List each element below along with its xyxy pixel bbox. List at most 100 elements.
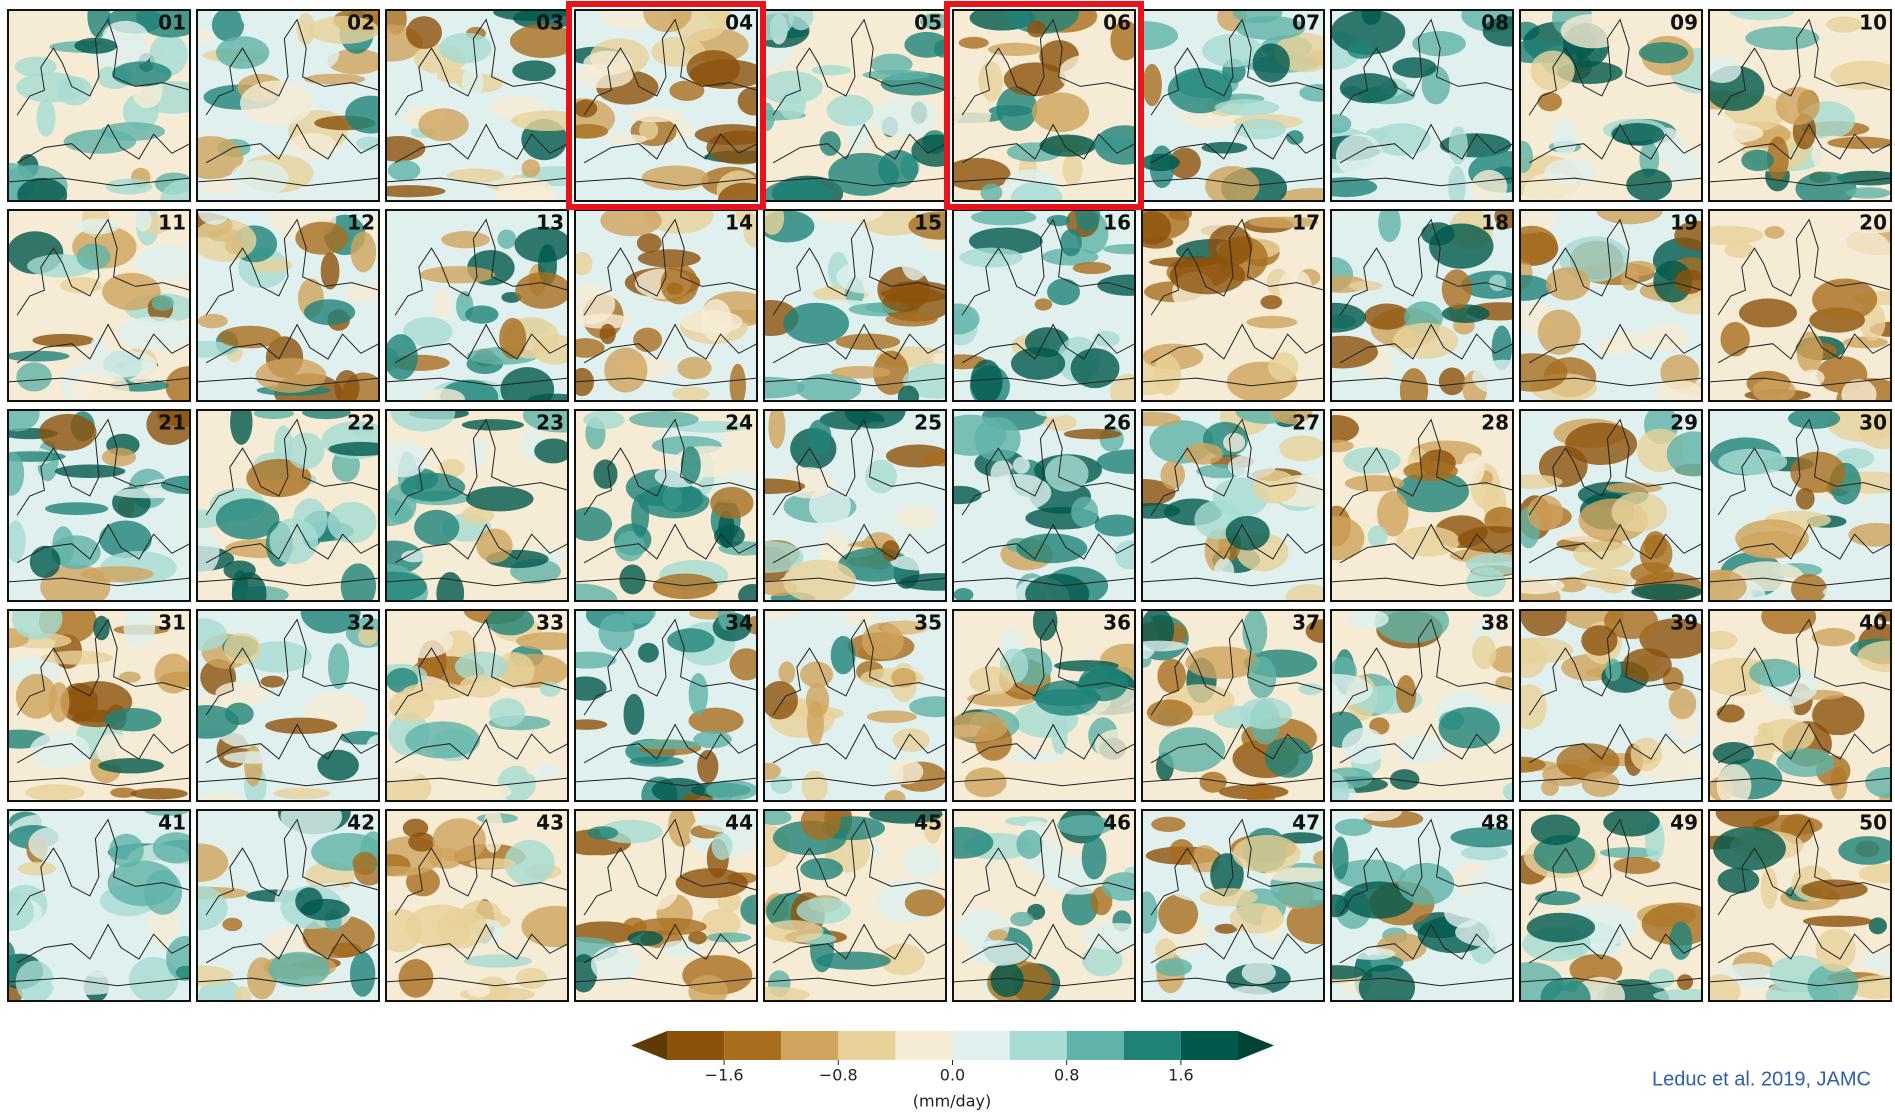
precip-patch (1828, 229, 1891, 273)
precip-patch (1234, 119, 1286, 140)
map-panel: 12 (164, 197, 396, 419)
map-panel: 19 (1491, 196, 1723, 407)
colorbar-label: (mm/day) (913, 1092, 991, 1111)
precip-patch (327, 502, 376, 544)
precip-patch (462, 419, 524, 430)
precip-patch (1047, 279, 1080, 306)
citation: Leduc et al. 2019, JAMC (1652, 1068, 1871, 1090)
precip-patch (1321, 440, 1354, 452)
precip-patch (574, 100, 597, 118)
map-panel: 49 (1497, 808, 1724, 1021)
map-panel: 23 (363, 393, 599, 615)
precip-patch (483, 809, 504, 853)
precip-patch (1838, 836, 1895, 865)
precip-patch (1535, 891, 1580, 905)
precip-patch (1332, 837, 1348, 880)
precip-patch (1812, 628, 1856, 646)
map-panel: 50 (1690, 797, 1895, 1013)
precip-patch (225, 703, 254, 725)
precip-patch (274, 788, 331, 799)
precip-patch (302, 406, 351, 419)
precip-patch (1791, 574, 1827, 604)
colorbar-tick-label: 1.6 (1168, 1066, 1193, 1085)
precip-patch (1799, 264, 1820, 289)
precip-patch (1623, 648, 1672, 682)
panel-label: 23 (536, 411, 564, 435)
precip-patch (779, 661, 795, 684)
map-panel: 13 (376, 210, 581, 414)
precip-patch (989, 105, 1032, 116)
precip-patch (712, 833, 733, 860)
precip-patch (352, 852, 377, 875)
precip-patch (1336, 134, 1384, 177)
precip-patch (1035, 298, 1053, 310)
precip-patch (350, 952, 375, 997)
map-panel: 44 (543, 805, 771, 1008)
precip-patch (757, 810, 792, 825)
precip-patch (522, 731, 542, 775)
colorbar-segment (838, 1031, 895, 1060)
panel-label: 09 (1670, 11, 1698, 35)
precip-patch (1530, 51, 1574, 91)
map-panel: 38 (1300, 599, 1542, 822)
precip-patch (1631, 584, 1702, 601)
panel-label: 33 (536, 611, 564, 635)
precip-patch (1713, 742, 1755, 765)
map-panel: 33 (366, 596, 584, 808)
precip-patch (1160, 460, 1185, 489)
precip-patch (522, 159, 541, 177)
precip-patch (1149, 257, 1218, 267)
precip-patch (1242, 961, 1276, 984)
panel-label: 36 (1103, 611, 1131, 635)
precip-patch (637, 233, 662, 253)
precip-patch (974, 417, 1021, 461)
precip-patch (667, 628, 714, 652)
precip-patch (1115, 540, 1145, 569)
precip-patch (399, 959, 434, 998)
precip-patch (1060, 229, 1082, 256)
precip-patch (631, 494, 649, 537)
colorbar-segment (895, 1031, 952, 1060)
precip-patch (959, 37, 989, 49)
precip-patch (372, 185, 445, 197)
precip-patch (289, 133, 337, 159)
precip-patch (1004, 62, 1066, 96)
precip-patch (215, 681, 270, 705)
colorbar-extend-low (631, 1031, 667, 1060)
precip-patch (1541, 978, 1591, 1019)
precip-patch (1279, 435, 1326, 461)
precip-patch (1582, 772, 1620, 797)
precip-patch (1546, 267, 1590, 300)
precip-patch (1472, 636, 1496, 670)
precip-patch (971, 209, 1036, 225)
panel-label: 26 (1103, 411, 1131, 435)
precip-patch (797, 897, 851, 924)
precip-patch (1776, 87, 1820, 125)
precip-patch (130, 788, 188, 799)
precip-patch (497, 229, 516, 248)
panel-label: 45 (914, 811, 942, 835)
precip-patch (123, 608, 155, 647)
precip-patch (885, 312, 937, 326)
precip-patch (587, 826, 618, 839)
precip-patch (1846, 187, 1891, 198)
precip-patch (808, 420, 832, 454)
precip-patch (566, 124, 608, 139)
map-panel: 11 (5, 202, 210, 413)
precip-patch (1224, 986, 1276, 1014)
precip-patch (516, 632, 583, 650)
precip-patch (1071, 497, 1098, 528)
precip-patch (1757, 719, 1814, 753)
precip-patch (1544, 159, 1596, 185)
precip-patch (1155, 958, 1192, 976)
precip-patch (1796, 488, 1815, 510)
precip-patch (659, 485, 704, 512)
precip-patch (1393, 323, 1458, 359)
precip-patch (968, 940, 1030, 966)
panel-label: 46 (1103, 811, 1131, 835)
precip-patch (1823, 829, 1840, 864)
precip-patch (1788, 408, 1840, 429)
precip-patch (1461, 453, 1484, 485)
panel-label: 49 (1670, 811, 1698, 835)
precip-patch (1531, 815, 1580, 846)
